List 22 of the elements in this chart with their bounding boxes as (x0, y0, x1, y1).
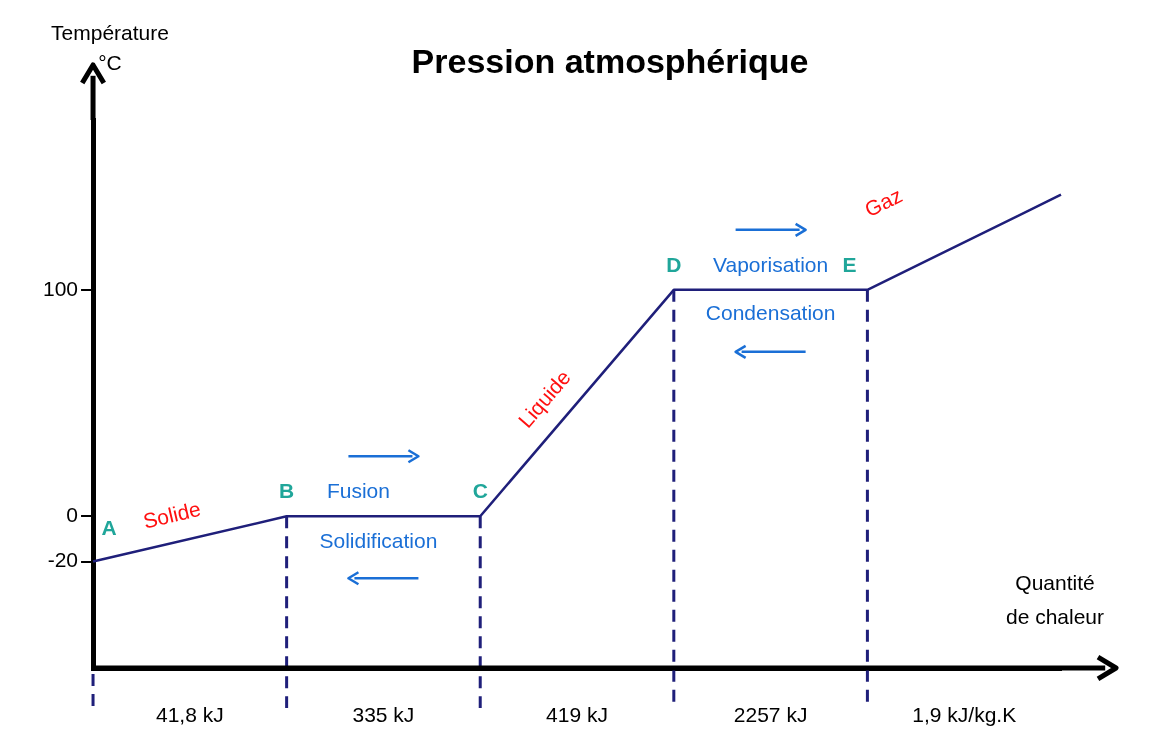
annotation: A (101, 516, 117, 540)
annotation: Fusion (326, 479, 390, 503)
text: 1,9 kJ/kg.K (912, 702, 1017, 726)
y-tick-label: 100 (42, 276, 79, 300)
text: 419 kJ (546, 702, 608, 726)
annotation: Solidification (319, 529, 438, 553)
annotation: B (279, 479, 295, 503)
annotation: Vaporisation (713, 252, 829, 276)
y-axis-title: Température °C (50, 20, 170, 76)
annotation: C (472, 479, 488, 503)
x-axis-title: Quantité de chaleur (1004, 570, 1106, 630)
text: 41,8 kJ (155, 702, 224, 726)
annotation: Gaz (860, 183, 906, 221)
annotation: Solide (140, 496, 203, 533)
text: 335 kJ (352, 702, 415, 726)
annotation: E (842, 252, 857, 276)
text: 2257 kJ (733, 702, 808, 726)
y-tick-label: 0 (66, 503, 79, 527)
y-tick-label: -20 (47, 548, 79, 572)
chart-title: Pression atmosphérique (410, 42, 810, 81)
annotation: D (666, 252, 682, 276)
annotation: Condensation (705, 300, 836, 324)
